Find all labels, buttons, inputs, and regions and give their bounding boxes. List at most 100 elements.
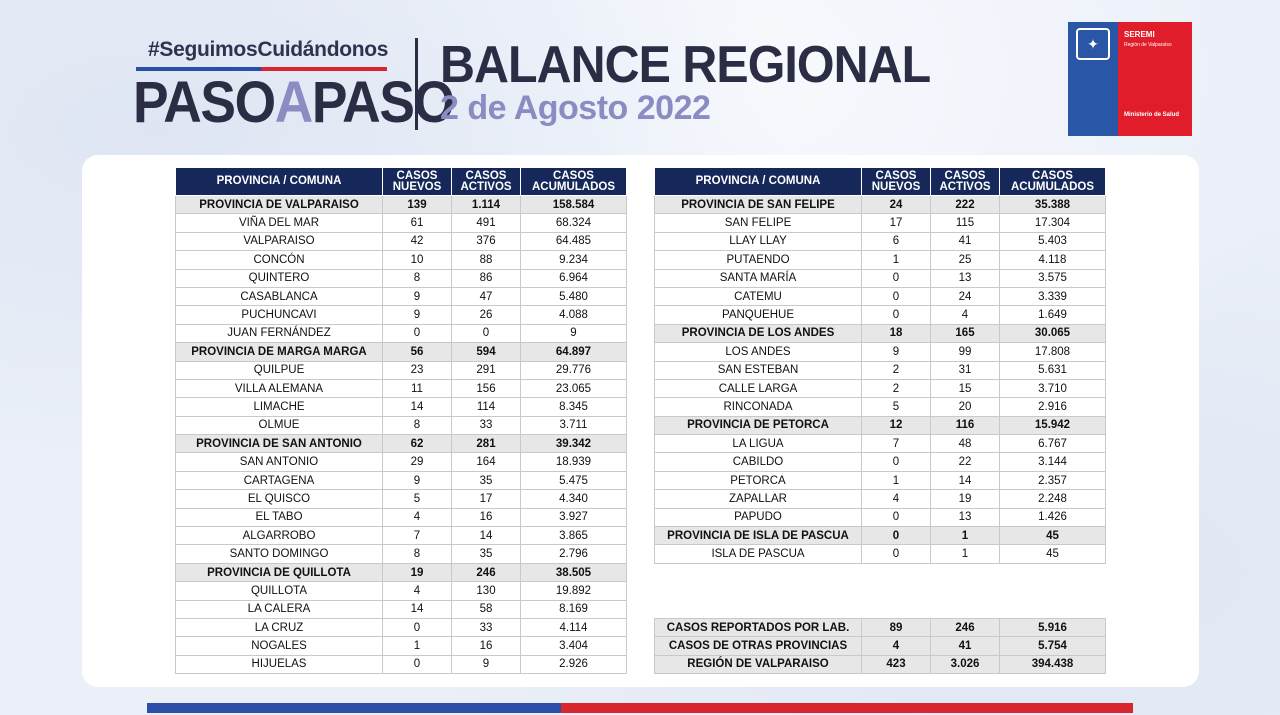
cell-name: CABILDO [654,452,862,472]
table-row: PANQUEHUE 0 4 1.649 [654,305,1106,325]
cell-name: SANTA MARÍA [654,268,862,288]
cell-casos-nuevos: 42 [382,231,452,252]
cell-casos-nuevos: 0 [382,654,452,675]
hashtag-underline [136,67,387,71]
cell-casos-activos: 35 [451,544,521,564]
cell-casos-activos: 99 [930,342,1000,362]
cell-name: ISLA DE PASCUA [654,544,862,564]
cell-name: PUTAENDO [654,250,862,270]
cell-casos-nuevos: 9 [861,342,931,362]
cell-casos-nuevos: 24 [861,194,931,215]
cell-casos-nuevos: 7 [861,434,931,454]
table-row: EL TABO 4 16 3.927 [175,507,627,528]
cell-casos-acumulados: 3.710 [999,378,1106,399]
cell-casos-nuevos: 9 [382,305,452,325]
cell-name: QUILLOTA [175,581,383,601]
cell-casos-acumulados: 45 [999,544,1106,564]
table-row: PUCHUNCAVI 9 26 4.088 [175,305,627,325]
cell-casos-activos: 86 [451,268,521,288]
cell-name: PAPUDO [654,507,862,528]
cell-casos-activos: 41 [930,636,1000,656]
page-date: 2 de Agosto 2022 [440,89,711,127]
cell-name: VALPARAISO [175,231,383,252]
cell-casos-nuevos: 0 [861,286,931,307]
seremi-ministry: Ministerio de Salud [1124,112,1180,118]
left-table-body: PROVINCIA DE VALPARAISO 139 1.114 158.584 VI… [175,194,627,675]
cell-casos-nuevos: 14 [382,397,452,417]
cell-casos-activos: 3.026 [930,654,1000,675]
totals-table-body: CASOS REPORTADOS POR LAB. 89 246 5.916 CASOS… [654,617,1106,675]
table-row: SAN FELIPE 17 115 17.304 [654,213,1106,233]
cell-casos-acumulados: 3.865 [520,526,627,546]
table-row: PETORCA 1 14 2.357 [654,470,1106,491]
cell-casos-activos: 47 [451,286,521,307]
table-row: QUINTERO 8 86 6.964 [175,268,627,288]
cell-casos-acumulados: 30.065 [999,323,1106,344]
table-row: CASOS DE OTRAS PROVINCIAS 4 41 5.754 [654,636,1106,656]
cell-casos-activos: 246 [451,562,521,583]
cell-casos-acumulados: 39.342 [520,434,627,454]
table-row: SANTA MARÍA 0 13 3.575 [654,268,1106,288]
table-row: LIMACHE 14 114 8.345 [175,397,627,417]
cell-casos-acumulados: 2.926 [520,654,627,675]
province-row: PROVINCIA DE PETORCA 12 116 15.942 [654,415,1106,436]
cell-casos-nuevos: 139 [382,194,452,215]
cell-casos-activos: 33 [451,415,521,436]
cell-casos-nuevos: 29 [382,452,452,472]
table-row: CASABLANCA 9 47 5.480 [175,286,627,307]
cell-casos-nuevos: 8 [382,268,452,288]
table-row: JUAN FERNÁNDEZ 0 0 9 [175,323,627,344]
cell-casos-acumulados: 2.916 [999,397,1106,417]
table-row: CASOS REPORTADOS POR LAB. 89 246 5.916 [654,617,1106,638]
table-row: ZAPALLAR 4 19 2.248 [654,489,1106,509]
cell-casos-activos: 114 [451,397,521,417]
cell-casos-nuevos: 423 [861,654,931,675]
col-casos-activos: CASOS ACTIVOS [930,167,1000,196]
cell-casos-nuevos: 1 [861,470,931,491]
right-table: PROVINCIA / COMUNA CASOS NUEVOS CASOS ACTI… [654,167,1106,564]
cell-name: CARTAGENA [175,470,383,491]
cell-name: PANQUEHUE [654,305,862,325]
table-row: LA CALERA 14 58 8.169 [175,599,627,619]
cell-casos-nuevos: 0 [861,268,931,288]
cell-casos-activos: 24 [930,286,1000,307]
cell-casos-acumulados: 6.767 [999,434,1106,454]
cell-casos-nuevos: 4 [382,581,452,601]
cell-name: HIJUELAS [175,654,383,675]
cell-casos-acumulados: 17.304 [999,213,1106,233]
cell-casos-activos: 165 [930,323,1000,344]
cell-casos-acumulados: 2.357 [999,470,1106,491]
cell-casos-nuevos: 56 [382,342,452,362]
cell-casos-acumulados: 23.065 [520,378,627,399]
cell-casos-acumulados: 5.403 [999,231,1106,252]
cell-casos-acumulados: 68.324 [520,213,627,233]
pasoapaso-logo: PASOAPASO [133,72,455,134]
cell-casos-nuevos: 4 [861,636,931,656]
table-row: ISLA DE PASCUA 0 1 45 [654,544,1106,564]
cell-casos-nuevos: 2 [861,378,931,399]
seremi-logo-red: SEREMI Región de Valparaíso Ministerio d… [1118,22,1192,136]
cell-casos-acumulados: 9.234 [520,250,627,270]
cell-name: CATEMU [654,286,862,307]
cell-name: QUINTERO [175,268,383,288]
table-row: SAN ANTONIO 29 164 18.939 [175,452,627,472]
cell-casos-nuevos: 4 [382,507,452,528]
cell-casos-nuevos: 18 [861,323,931,344]
cell-casos-acumulados: 64.485 [520,231,627,252]
cell-casos-activos: 17 [451,489,521,509]
cell-name: VILLA ALEMANA [175,378,383,399]
table-row: VALPARAISO 42 376 64.485 [175,231,627,252]
province-row: PROVINCIA DE SAN FELIPE 24 222 35.388 [654,194,1106,215]
table-row: CONCÓN 10 88 9.234 [175,250,627,270]
cell-name: SAN ANTONIO [175,452,383,472]
table-row: EL QUISCO 5 17 4.340 [175,489,627,509]
cell-name: PUCHUNCAVI [175,305,383,325]
cell-casos-acumulados: 2.796 [520,544,627,564]
cell-casos-acumulados: 17.808 [999,342,1106,362]
table-row: LA LIGUA 7 48 6.767 [654,434,1106,454]
cell-casos-acumulados: 8.169 [520,599,627,619]
cell-name: CASABLANCA [175,286,383,307]
cell-casos-activos: 291 [451,360,521,380]
cell-casos-acumulados: 3.927 [520,507,627,528]
cell-casos-acumulados: 35.388 [999,194,1106,215]
